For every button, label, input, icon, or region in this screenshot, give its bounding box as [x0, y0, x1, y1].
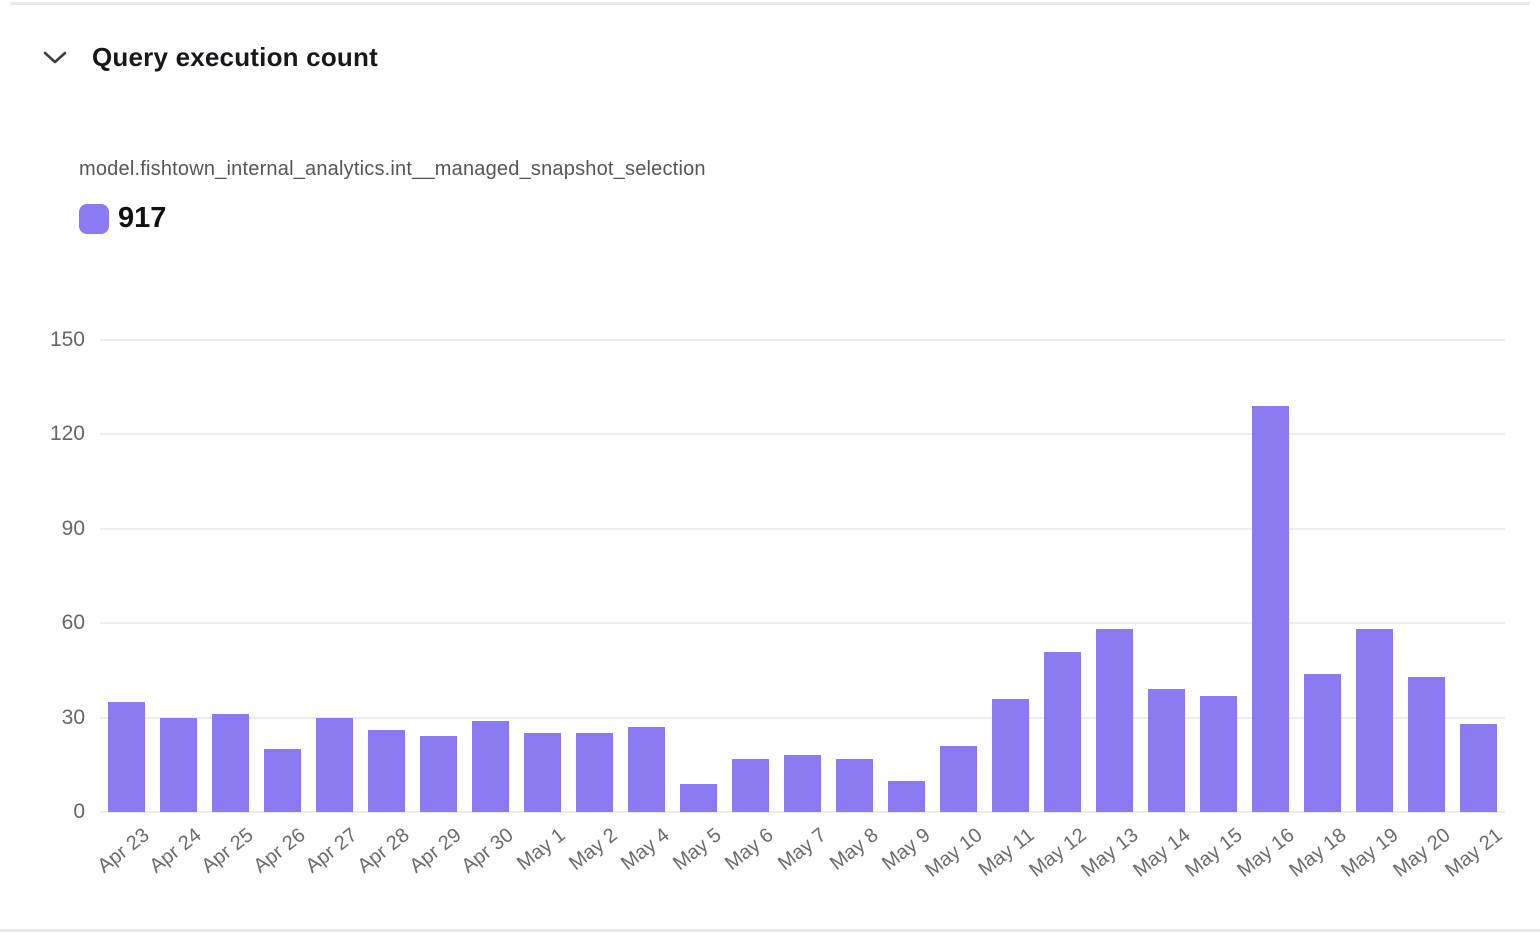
x-axis-tick-label: May 7	[773, 824, 831, 875]
x-axis-tick-label: May 1	[513, 824, 570, 875]
bar[interactable]	[1304, 673, 1342, 812]
bar[interactable]	[784, 755, 821, 812]
x-axis-tick-label: May 10	[920, 824, 987, 882]
bar[interactable]	[627, 727, 665, 812]
x-axis-tick-label: May 16	[1233, 824, 1299, 882]
x-axis-tick-label: Apr 24	[145, 824, 206, 878]
bottom-divider	[0, 929, 1540, 932]
x-axis-tick-label: May 19	[1337, 824, 1403, 882]
bar[interactable]	[1460, 723, 1498, 812]
x-axis-tick-label: Apr 23	[93, 824, 154, 878]
x-axis-tick-label: May 11	[974, 824, 1039, 881]
gridline-y120	[100, 433, 1505, 436]
x-axis-tick-label: May 18	[1285, 824, 1351, 882]
bar[interactable]	[211, 714, 249, 812]
y-axis-tick-label: 60	[61, 611, 85, 635]
x-axis-tick-label: May 20	[1389, 824, 1455, 882]
bar[interactable]	[419, 736, 457, 812]
collapse-section-button[interactable]	[42, 45, 68, 71]
x-axis-tick-label: Apr 27	[301, 824, 362, 878]
x-axis-tick-label: Apr 30	[457, 824, 518, 878]
y-axis-tick-label: 30	[61, 705, 85, 729]
bar[interactable]	[263, 749, 301, 812]
x-axis-tick-label: Apr 29	[405, 824, 466, 878]
bar[interactable]	[888, 780, 926, 812]
bar[interactable]	[471, 720, 509, 812]
bar[interactable]	[1096, 629, 1134, 812]
gridline-y60	[100, 622, 1505, 625]
bar[interactable]	[1148, 689, 1186, 812]
bar[interactable]	[1356, 629, 1394, 812]
x-axis-tick-label: Apr 25	[197, 824, 258, 878]
x-axis-tick-label: May 4	[617, 824, 674, 875]
bar[interactable]	[107, 701, 145, 812]
bar[interactable]	[679, 783, 717, 812]
x-axis-tick-label: May 12	[1024, 824, 1091, 882]
bar[interactable]	[731, 758, 769, 812]
x-axis-tick-label: May 5	[669, 824, 726, 875]
x-axis-tick-label: May 6	[721, 824, 778, 875]
legend-value: 917	[118, 202, 167, 234]
chevron-down-icon	[43, 51, 67, 65]
y-axis-tick-label: 150	[49, 328, 85, 351]
bar[interactable]	[367, 730, 405, 812]
gridline-y0	[100, 811, 1505, 813]
bar[interactable]	[575, 733, 613, 812]
gridline-y90	[100, 527, 1505, 530]
x-axis-tick-label: May 8	[825, 824, 883, 875]
y-axis-tick-label: 0	[73, 800, 85, 823]
page-title: Query execution count	[92, 42, 378, 72]
bar[interactable]	[159, 717, 197, 812]
y-axis-tick-label: 120	[49, 422, 85, 446]
x-axis-tick-label: Apr 28	[353, 824, 414, 878]
series-model-name: model.fishtown_internal_analytics.int__m…	[79, 158, 706, 180]
x-axis-tick-label: May 21	[1441, 824, 1507, 882]
x-axis-tick-label: May 14	[1129, 824, 1195, 882]
bar[interactable]	[1200, 695, 1238, 812]
bar[interactable]	[1252, 406, 1290, 812]
panel-header: Query execution count	[42, 42, 378, 73]
legend-swatch	[79, 203, 109, 234]
bar[interactable]	[1408, 676, 1446, 812]
bar[interactable]	[992, 698, 1030, 812]
x-axis-tick-label: May 15	[1181, 824, 1247, 882]
gridline-y150	[100, 339, 1505, 341]
gridline-y30	[100, 716, 1505, 719]
bar[interactable]	[1044, 651, 1082, 812]
y-axis-tick-label: 90	[61, 516, 85, 540]
bar[interactable]	[523, 733, 561, 812]
bar[interactable]	[836, 758, 874, 812]
x-axis-tick-label: Apr 26	[249, 824, 310, 878]
chart-legend[interactable]: 917	[79, 202, 166, 235]
x-axis-tick-label: May 2	[565, 824, 622, 875]
bar[interactable]	[940, 745, 978, 812]
x-axis-tick-label: May 13	[1077, 824, 1143, 882]
bar[interactable]	[315, 717, 353, 812]
top-divider	[10, 2, 1530, 5]
